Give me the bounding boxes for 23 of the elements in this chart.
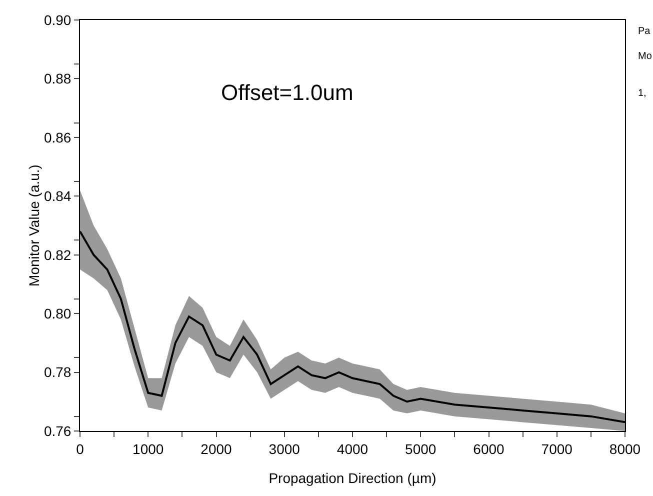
y-tick-label: 0.76 bbox=[44, 422, 72, 439]
x-tick-label: 8000 bbox=[609, 440, 641, 457]
y-tick-label: 0.90 bbox=[44, 12, 72, 28]
x-tick-label: 1000 bbox=[132, 440, 164, 457]
y-tick-label: 0.80 bbox=[44, 305, 72, 322]
y-tick-label: 0.84 bbox=[44, 188, 72, 204]
y-tick-label: 0.86 bbox=[44, 129, 72, 146]
x-tick-label: 5000 bbox=[405, 440, 436, 457]
text: 1, bbox=[638, 88, 646, 99]
x-tick-label: 0 bbox=[76, 440, 84, 457]
text: Pa bbox=[638, 26, 651, 37]
annotation: Offset=1.0um bbox=[221, 80, 354, 105]
x-tick-label: 2000 bbox=[200, 440, 232, 457]
y-tick-label: 0.82 bbox=[44, 246, 72, 263]
x-tick-label: 7000 bbox=[541, 440, 573, 457]
y-axis-title: Monitor Value (a.u.) bbox=[26, 164, 42, 286]
text: Mo bbox=[638, 51, 652, 62]
x-axis-title: Propagation Direction (µm) bbox=[268, 470, 436, 486]
x-tick-label: 6000 bbox=[473, 440, 505, 457]
y-tick-label: 0.78 bbox=[44, 364, 72, 380]
x-tick-label: 3000 bbox=[268, 440, 300, 457]
x-tick-label: 4000 bbox=[336, 440, 368, 457]
y-tick-label: 0.88 bbox=[44, 70, 72, 87]
